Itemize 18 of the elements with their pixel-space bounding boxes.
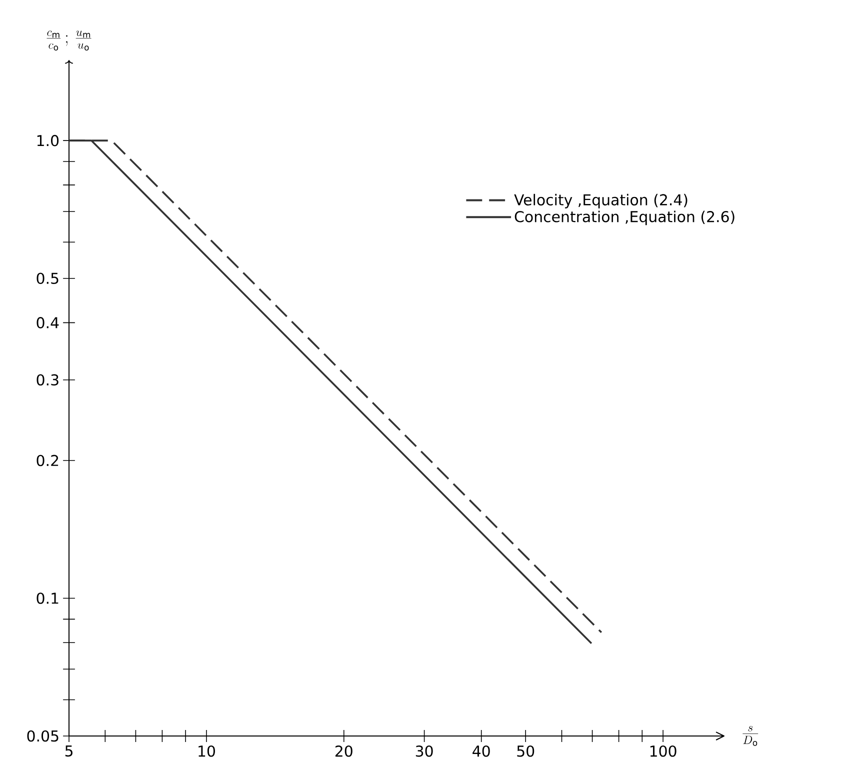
legend-label: Velocity ,Equation (2.4) bbox=[514, 194, 688, 208]
x-axis-title: $\frac{s}{D_{\mathrm{o}}}$ bbox=[742, 726, 758, 746]
legend-label: Concentration ,Equation (2.6) bbox=[514, 210, 734, 226]
x-tick-label: 5 bbox=[65, 745, 72, 757]
y-tick-label: 0.05 bbox=[27, 730, 58, 742]
x-tick-label: 100 bbox=[650, 745, 676, 757]
x-tick-label: 20 bbox=[335, 745, 352, 757]
y-tick-label: 1.0 bbox=[37, 134, 59, 146]
y-tick-label: 0.5 bbox=[36, 272, 58, 284]
y-axis-title: $\frac{c_{\mathrm{m}}}{c_{\mathrm{o}}}\,;\,\frac{u_{\mathrm{m}}}{u_{\mathrm{o}}}$ bbox=[46, 30, 92, 51]
y-tick-label: 0.4 bbox=[36, 317, 59, 328]
x-tick-label: 40 bbox=[472, 745, 490, 757]
y-tick-label: 0.3 bbox=[36, 374, 58, 386]
y-tick-label: 0.2 bbox=[36, 454, 58, 466]
y-tick-label: 0.1 bbox=[36, 592, 58, 604]
x-tick-label: 10 bbox=[198, 745, 215, 757]
x-tick-label: 30 bbox=[416, 745, 433, 757]
x-tick-label: 50 bbox=[517, 745, 534, 757]
